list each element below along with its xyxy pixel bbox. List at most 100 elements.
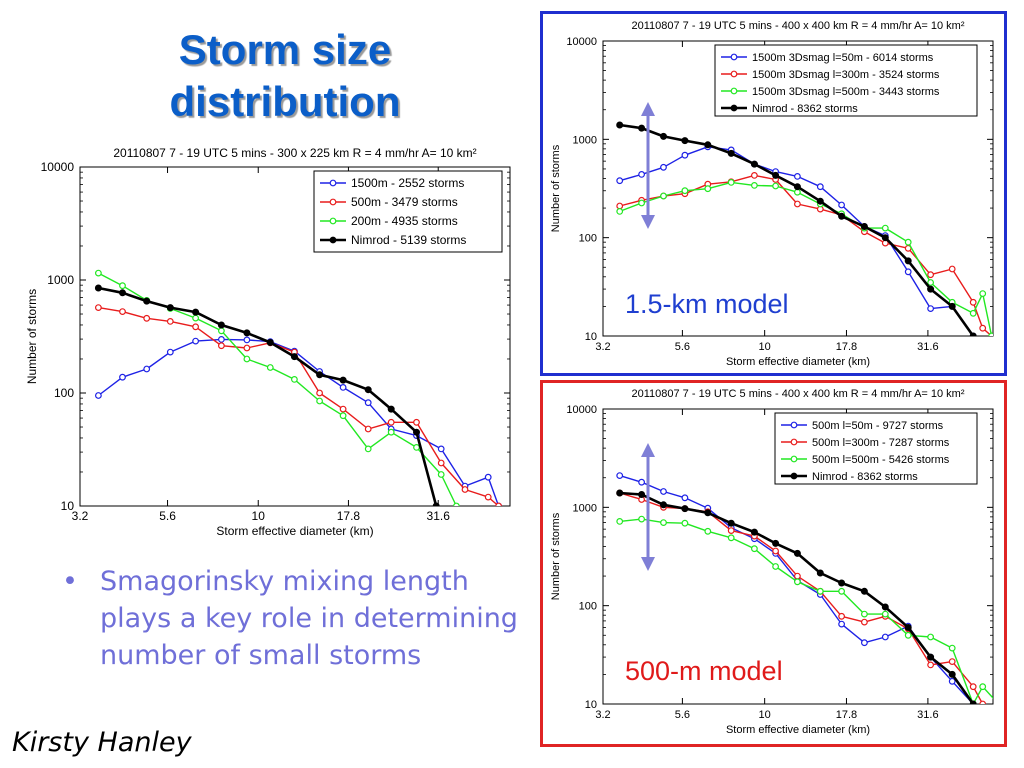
legend-entry: 1500m 3Dsmag l=500m - 3443 storms: [752, 86, 940, 98]
data-point: [727, 519, 735, 527]
data-point: [681, 519, 689, 527]
slide-title-line2: distribution: [169, 78, 401, 125]
data-point: [616, 121, 624, 129]
legend-entry: 500m l=300m - 7287 storms: [812, 437, 950, 449]
x-axis-label: Storm effective diameter (km): [726, 356, 870, 368]
data-point: [413, 418, 420, 426]
legend-marker: [790, 472, 798, 480]
data-point: [339, 405, 347, 413]
y-tick-label: 10000: [41, 160, 75, 174]
chart-2: 20110807 7 - 19 UTC 5 mins - 400 x 400 k…: [550, 20, 994, 368]
y-tick-label: 1000: [573, 134, 597, 146]
author-name: Kirsty Hanley: [12, 727, 192, 758]
x-tick-label: 3.2: [72, 509, 89, 523]
data-point: [988, 332, 993, 336]
double-arrow-1: [641, 102, 655, 229]
x-tick-label: 10: [252, 509, 266, 523]
data-point: [364, 425, 372, 433]
data-point: [638, 170, 645, 178]
data-point: [413, 444, 420, 451]
data-point: [927, 633, 934, 641]
chart-title: 20110807 7 - 19 UTC 5 mins - 400 x 400 k…: [632, 388, 965, 400]
data-point: [453, 502, 460, 506]
data-point: [881, 603, 889, 611]
legend-marker: [790, 421, 798, 429]
data-point: [881, 224, 889, 232]
data-point: [838, 612, 845, 620]
data-point: [681, 137, 689, 145]
data-point: [143, 314, 151, 322]
legend-marker: [730, 104, 738, 112]
data-point: [291, 376, 298, 383]
legend-box: [714, 44, 978, 117]
data-point: [772, 539, 780, 547]
data-point: [816, 183, 824, 191]
legend-entry: Nimrod - 5139 storms: [351, 233, 466, 247]
legend-entry: 1500m 3Dsmag l=50m - 6014 storms: [752, 52, 934, 64]
data-point: [413, 428, 420, 436]
data-point: [387, 418, 395, 426]
x-tick-label: 31.6: [917, 341, 938, 353]
data-point: [838, 201, 845, 209]
data-point: [364, 399, 372, 407]
data-point: [927, 285, 935, 293]
data-point: [119, 308, 126, 316]
data-point: [969, 332, 977, 336]
data-point: [681, 505, 689, 513]
data-point: [616, 202, 624, 210]
data-point: [119, 282, 126, 290]
legend-box: [774, 412, 978, 485]
arrow-head-down: [641, 557, 655, 571]
x-tick-label: 10: [759, 341, 771, 353]
data-point: [704, 141, 712, 149]
x-tick-label: 31.6: [917, 709, 938, 721]
data-point: [838, 579, 846, 587]
data-point: [243, 355, 251, 363]
y-tick-label: 10: [61, 499, 75, 513]
legend-marker: [790, 438, 798, 446]
data-point: [437, 459, 445, 467]
data-point: [616, 177, 624, 185]
data-point: [860, 223, 868, 230]
data-point: [660, 488, 667, 495]
data-point: [660, 163, 667, 171]
legend-marker: [329, 217, 337, 225]
data-point: [638, 491, 646, 498]
data-point: [339, 376, 347, 384]
data-point: [793, 183, 801, 191]
data-point: [681, 187, 689, 195]
legend-marker: [730, 70, 738, 78]
data-point: [727, 149, 735, 157]
y-tick-label: 100: [579, 233, 597, 245]
data-point: [339, 384, 347, 391]
data-point: [881, 234, 889, 242]
slide-title-line1: Storm size: [178, 26, 392, 73]
data-point: [243, 344, 251, 352]
data-point: [94, 304, 102, 312]
data-point: [432, 502, 440, 506]
data-point: [948, 644, 956, 652]
data-point: [316, 397, 324, 405]
data-point: [681, 151, 689, 159]
y-tick-label: 10000: [566, 404, 597, 416]
data-point: [94, 284, 102, 292]
legend-marker: [329, 236, 337, 244]
data-point: [948, 658, 956, 665]
x-tick-label: 3.2: [595, 709, 610, 721]
data-point: [727, 178, 735, 186]
data-point: [660, 501, 667, 509]
data-point: [904, 238, 912, 246]
data-point: [660, 192, 667, 200]
data-point: [772, 182, 779, 190]
data-point: [94, 392, 102, 399]
legend-marker: [790, 455, 798, 463]
data-point: [772, 171, 780, 179]
data-point: [484, 473, 492, 481]
legend-entry: Nimrod - 8362 storms: [812, 471, 918, 483]
x-tick-label: 10: [759, 709, 771, 721]
data-point: [638, 199, 645, 207]
legend-marker: [329, 179, 337, 187]
data-point: [217, 327, 225, 335]
y-tick-label: 100: [54, 386, 74, 400]
y-tick-label: 10000: [566, 36, 597, 48]
